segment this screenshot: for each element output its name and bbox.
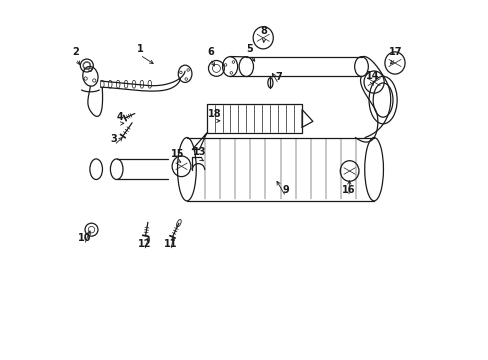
Text: 12: 12 bbox=[138, 239, 151, 249]
Text: 2: 2 bbox=[73, 47, 79, 57]
Text: 15: 15 bbox=[171, 149, 184, 159]
Text: 11: 11 bbox=[163, 239, 177, 249]
Text: 14: 14 bbox=[365, 71, 378, 81]
Text: 4: 4 bbox=[117, 112, 123, 122]
Text: 6: 6 bbox=[206, 47, 213, 57]
Text: 3: 3 bbox=[111, 134, 117, 144]
Text: 10: 10 bbox=[78, 233, 91, 243]
Text: 7: 7 bbox=[275, 72, 282, 82]
Text: 9: 9 bbox=[282, 185, 289, 195]
Text: 1: 1 bbox=[137, 44, 143, 54]
Text: 5: 5 bbox=[246, 44, 253, 54]
Text: 17: 17 bbox=[388, 47, 402, 57]
Text: 13: 13 bbox=[192, 147, 206, 157]
Text: 16: 16 bbox=[342, 185, 355, 195]
Text: 18: 18 bbox=[208, 109, 222, 120]
Text: 8: 8 bbox=[260, 26, 267, 36]
